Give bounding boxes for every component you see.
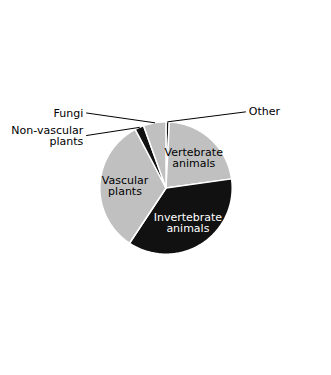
svg-text:Other: Other — [249, 105, 281, 118]
svg-text:Vascularplants: Vascularplants — [102, 174, 149, 198]
svg-text:Invertebrateanimals: Invertebrateanimals — [154, 211, 223, 235]
svg-text:Fungi: Fungi — [54, 107, 84, 120]
svg-text:Vertebrateanimals: Vertebrateanimals — [165, 146, 224, 170]
svg-text:Non-vascularplants: Non-vascularplants — [11, 124, 83, 148]
